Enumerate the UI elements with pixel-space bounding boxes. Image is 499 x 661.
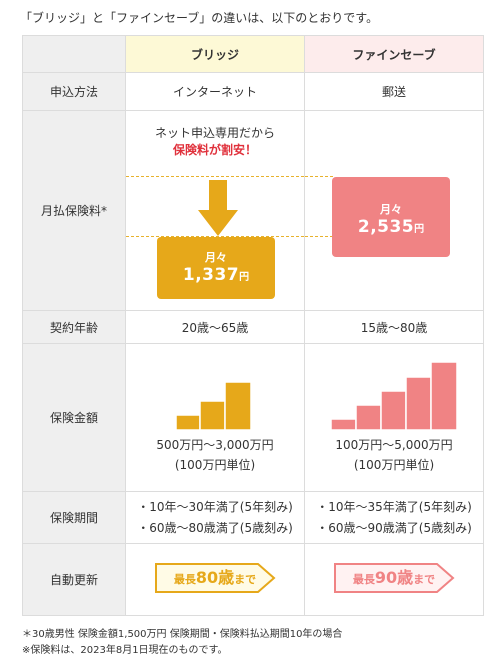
bridge-bar-3 [224, 380, 252, 431]
bridge-renew-tag: 最長80歳まで [154, 562, 276, 594]
header-finesave: ファインセーブ [304, 35, 484, 73]
finesave-amount-line1: 100万円〜5,000万円 [335, 437, 453, 452]
finesave-month-label: 月々 [380, 203, 402, 216]
bridge-age: 20歳〜65歳 [125, 310, 305, 344]
bridge-amount-text: 500万円〜3,000万円 (100万円単位) [126, 435, 304, 475]
finesave-price-yen: 円 [414, 224, 425, 235]
row-renew: 自動更新 最長80歳まで 最長90歳まで [22, 543, 484, 616]
tag-arrow-shape-icon [334, 563, 455, 593]
label-price: 月払保険料* [22, 110, 126, 311]
bridge-renew-cell: 最長80歳まで [125, 543, 305, 616]
bridge-amount-cell: 500万円〜3,000万円 (100万円単位) [125, 343, 305, 492]
bridge-bar-1 [175, 413, 201, 431]
finesave-bar-3 [380, 389, 407, 431]
label-age: 契約年齢 [22, 310, 126, 344]
cheap-note: ネット申込専用だから 保険料が割安！ [126, 125, 304, 159]
row-period: 保険期間 ・10年〜30年満了(5年刻み) ・60歳〜80歳満了(5歳刻み) ・… [22, 491, 484, 544]
bridge-renew-post: まで [234, 573, 257, 586]
bridge-bar-2 [199, 399, 226, 431]
finesave-renew-cell: 最長90歳まで [304, 543, 484, 616]
bridge-price-amount: 1,337 [182, 265, 240, 285]
finesave-amount-bars [330, 360, 458, 431]
finesave-bar-4 [405, 375, 432, 431]
finesave-renew-pre: 最長 [352, 573, 375, 586]
finesave-period-1: ・10年〜35年満了(5年刻み) [316, 499, 472, 514]
footnote-1: ＊30歳男性 保険金額1,500万円 保険期間・保険料払込期間10年の場合 [22, 629, 343, 640]
finesave-renew-post: まで [413, 573, 436, 586]
bridge-amount-line1: 500万円〜3,000万円 [156, 437, 274, 452]
bridge-method: インターネット [125, 72, 305, 111]
bridge-month-label: 月々 [205, 251, 227, 264]
cheap-note-line2: 保険料が割安！ [172, 143, 257, 157]
footnotes: ＊30歳男性 保険金額1,500万円 保険期間・保険料払込期間10年の場合 ※保… [22, 627, 342, 659]
intro-text: 「ブリッジ」と「ファインセーブ」の違いは、以下のとおりです。 [20, 11, 379, 25]
finesave-method: 郵送 [304, 72, 484, 111]
header-row: ブリッジ ファインセーブ [22, 35, 484, 73]
dashed-line-top-ext [305, 176, 333, 177]
finesave-renew-tag: 最長90歳まで [333, 562, 455, 594]
row-amount: 保険金額 500万円〜3,000万円 (100万円単位) 100万円〜5,000 [22, 343, 484, 492]
header-empty-cell [22, 35, 126, 73]
label-amount: 保険金額 [22, 343, 126, 492]
comparison-table: ブリッジ ファインセーブ 申込方法 インターネット 郵送 月払保険料* ネット申… [22, 35, 484, 616]
footnote-2: ※保険料は、2023年8月1日現在のものです。 [22, 645, 228, 656]
row-method: 申込方法 インターネット 郵送 [22, 72, 484, 111]
finesave-amount-text: 100万円〜5,000万円 (100万円単位) [305, 435, 483, 475]
finesave-price-amount: 2,535 [357, 217, 415, 237]
finesave-bar-1 [330, 417, 357, 431]
tag-arrow-shape-icon [155, 563, 276, 593]
bridge-period-2: ・60歳〜80歳満了(5歳刻み) [137, 520, 293, 535]
finesave-price-box: 月々 2,535円 [332, 177, 450, 257]
bridge-period-1: ・10年〜30年満了(5年刻み) [137, 499, 293, 514]
dashed-line-top [126, 176, 304, 177]
bridge-price-cell: ネット申込専用だから 保険料が割安！ 月々 1,337円 [125, 110, 305, 311]
finesave-bar-2 [355, 403, 382, 431]
finesave-renew-num: 90歳 [374, 568, 414, 587]
bridge-period-cell: ・10年〜30年満了(5年刻み) ・60歳〜80歳満了(5歳刻み) [125, 491, 305, 544]
bridge-amount-line2: (100万円単位) [174, 457, 256, 472]
bridge-amount-bars [175, 380, 252, 431]
dashed-line-bottom [126, 236, 304, 237]
label-renew: 自動更新 [22, 543, 126, 616]
bridge-price-box: 月々 1,337円 [157, 237, 275, 299]
row-age: 契約年齢 20歳〜65歳 15歳〜80歳 [22, 310, 484, 344]
finesave-price-cell: 月々 2,535円 [304, 110, 484, 311]
bridge-renew-pre: 最長 [173, 573, 196, 586]
dashed-line-bottom-ext [305, 236, 333, 237]
label-method: 申込方法 [22, 72, 126, 111]
finesave-age: 15歳〜80歳 [304, 310, 484, 344]
bridge-price-yen: 円 [239, 272, 250, 283]
arrow-down-icon [198, 180, 238, 236]
finesave-period-2: ・60歳〜90歳満了(5歳刻み) [316, 520, 472, 535]
header-bridge: ブリッジ [125, 35, 305, 73]
finesave-bar-5 [430, 360, 458, 431]
finesave-amount-cell: 100万円〜5,000万円 (100万円単位) [304, 343, 484, 492]
bridge-renew-num: 80歳 [195, 568, 235, 587]
cheap-note-line1: ネット申込専用だから [154, 126, 275, 140]
row-price: 月払保険料* ネット申込専用だから 保険料が割安！ 月々 1,337円 月々 2… [22, 110, 484, 311]
finesave-amount-line2: (100万円単位) [353, 457, 435, 472]
label-period: 保険期間 [22, 491, 126, 544]
finesave-period-cell: ・10年〜35年満了(5年刻み) ・60歳〜90歳満了(5歳刻み) [304, 491, 484, 544]
